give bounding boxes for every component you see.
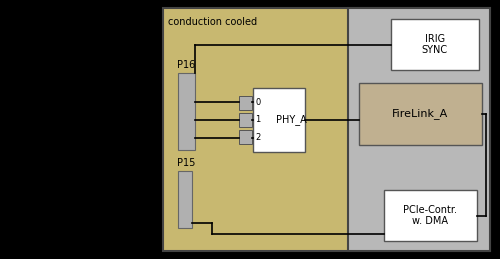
Text: FireLink_A: FireLink_A — [392, 109, 448, 119]
Bar — [391, 19, 478, 70]
Bar — [239, 96, 252, 110]
Bar — [348, 8, 490, 251]
Bar — [178, 73, 195, 150]
Text: 1: 1 — [255, 115, 260, 124]
Text: IRIG
SYNC: IRIG SYNC — [422, 34, 448, 55]
Bar — [239, 130, 252, 144]
Bar — [359, 83, 482, 145]
Text: P15: P15 — [178, 158, 196, 168]
Text: PCIe-Contr.
w. DMA: PCIe-Contr. w. DMA — [403, 205, 457, 226]
Text: conduction cooled: conduction cooled — [168, 17, 256, 27]
Bar — [178, 171, 192, 228]
Bar — [252, 88, 305, 152]
Text: 0: 0 — [255, 98, 260, 106]
Text: 2: 2 — [255, 133, 260, 142]
Bar — [384, 190, 476, 241]
Bar — [162, 8, 490, 251]
Bar — [239, 113, 252, 127]
Text: P16: P16 — [178, 60, 196, 70]
Text: PHY_A: PHY_A — [276, 114, 307, 125]
